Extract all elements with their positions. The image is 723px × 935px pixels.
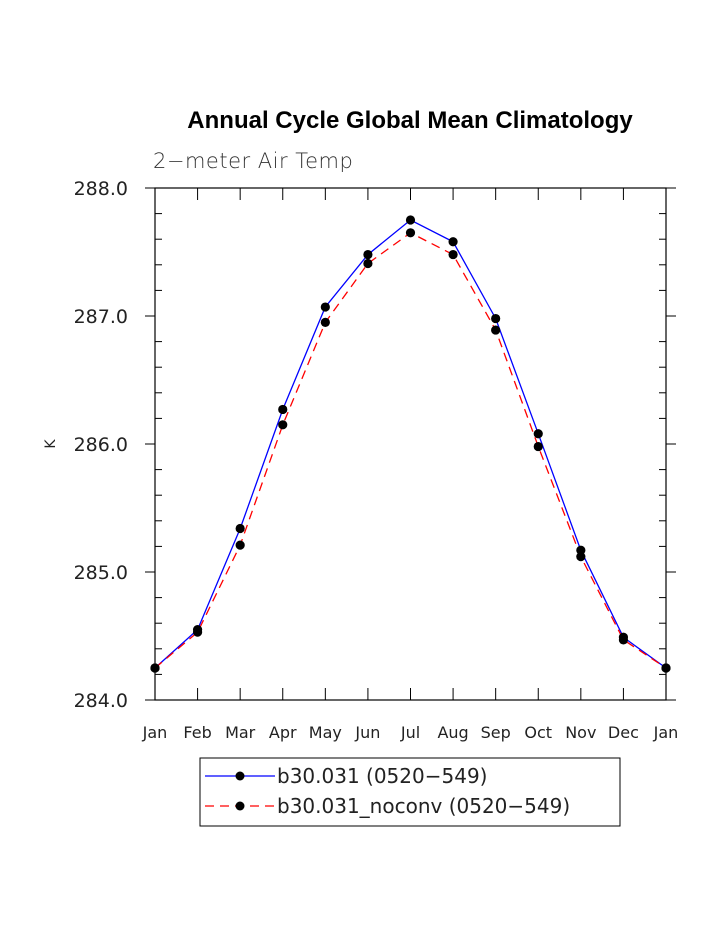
data-point-series-1 [320, 302, 330, 312]
y-tick-label: 288.0 [74, 178, 128, 200]
chart-subtitle: 2−meter Air Temp [153, 149, 353, 173]
x-tick-label: Dec [608, 723, 639, 742]
x-tick-label: Jan [142, 723, 168, 742]
x-tick-label: Oct [524, 723, 552, 742]
x-tick-label: Jun [354, 723, 380, 742]
data-point-series-1 [533, 429, 543, 439]
axes: Jan Feb Mar Apr May Jun Jul Aug Sep Oct Nov Dec Jan 2… [74, 178, 679, 742]
y-tick-label: 286.0 [74, 434, 128, 456]
legend-label-series-2: b30.031_noconv (0520−549) [277, 794, 570, 818]
legend-marker-series-2 [235, 801, 245, 811]
series-layer [150, 215, 671, 673]
data-point-series-1 [448, 237, 458, 247]
y-axis-label: K [43, 439, 59, 449]
data-point-series-2 [405, 228, 416, 238]
data-point-series-1 [491, 313, 501, 324]
data-point-series-1 [405, 215, 416, 225]
x-tick-label: Mar [225, 723, 256, 742]
y-tick-label: 287.0 [74, 306, 128, 328]
plot-frame [154, 187, 667, 701]
y-tick-label: 285.0 [74, 562, 128, 584]
x-tick-label: Nov [565, 723, 596, 742]
x-tick-label: Apr [269, 723, 297, 742]
data-point-series-2 [661, 663, 671, 673]
x-tick-label: Sep [481, 723, 511, 742]
data-point-series-2 [192, 627, 203, 637]
data-point-series-1 [278, 404, 288, 415]
data-point-series-2 [491, 325, 501, 335]
legend-label-series-1: b30.031 (0520−549) [277, 764, 487, 788]
data-point-series-2 [363, 258, 373, 269]
legend-box [199, 757, 621, 827]
x-tick-label: Feb [183, 723, 211, 742]
chart-title: Annual Cycle Global Mean Climatology [187, 107, 633, 134]
y-tick-label: 284.0 [74, 690, 128, 712]
data-point-series-2 [320, 317, 330, 327]
data-point-series-2 [150, 663, 160, 673]
data-point-series-1 [235, 523, 245, 534]
series-line-2 [154, 232, 667, 669]
legend: b30.031 (0520−549) b30.031_noconv (0520−… [199, 757, 621, 827]
legend-marker-series-1 [235, 771, 245, 781]
data-point-series-1 [363, 249, 373, 260]
x-tick-label: Jul [400, 723, 420, 742]
data-point-series-1 [576, 545, 586, 555]
data-point-series-2 [576, 552, 586, 562]
x-tick-label: May [309, 723, 342, 742]
data-point-series-2 [278, 420, 288, 430]
x-tick-label: Aug [437, 723, 468, 742]
data-point-series-2 [533, 441, 543, 452]
series-line-1 [154, 219, 667, 669]
data-point-series-2 [618, 635, 629, 645]
data-point-series-2 [448, 249, 458, 260]
x-tick-label: Jan [653, 723, 679, 742]
data-point-series-2 [235, 540, 245, 550]
